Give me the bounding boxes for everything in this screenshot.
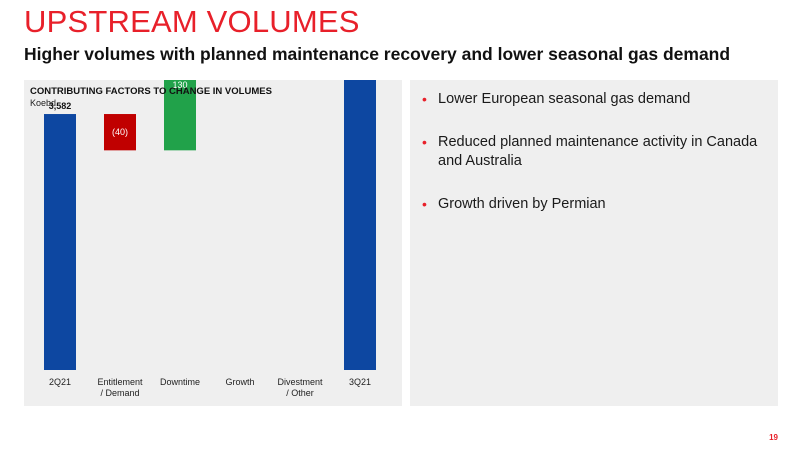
data-label-2: (40) (112, 127, 128, 137)
page-number: 19 (769, 433, 778, 442)
bar-1 (44, 114, 76, 371)
chart-title: CONTRIBUTING FACTORS TO CHANGE IN VOLUME… (30, 86, 272, 97)
bar-2 (104, 114, 136, 151)
data-label-3: 130 (172, 80, 187, 90)
page-subtitle: Higher volumes with planned maintenance … (24, 44, 731, 64)
category-label-2: Entitlement (97, 377, 143, 387)
bullets-panel: • Lower European seasonal gas demand • Red… (410, 80, 778, 406)
bullet-item: • Growth driven by Permian (420, 195, 764, 214)
bullet-item: • Reduced planned maintenance activity in… (420, 133, 764, 171)
bar-3 (164, 80, 196, 151)
waterfall-chart: 3,582 2Q21 (40) Entitlement/ Demand 130 Downt… (44, 80, 376, 398)
bar-6 (344, 80, 376, 370)
category-label-5: / Other (286, 388, 314, 398)
bullet-dot-icon: • (422, 91, 427, 107)
category-label-6: 3Q21 (349, 377, 371, 387)
bullet-text: Lower European seasonal gas demand (438, 91, 691, 107)
data-label-1: 3,582 (49, 101, 72, 111)
page-title: UPSTREAM VOLUMES (24, 4, 360, 39)
bullet-list: • Lower European seasonal gas demand • Red… (410, 80, 778, 214)
category-label-4: Growth (225, 377, 254, 387)
chart-unit: Koebd (30, 98, 57, 108)
category-label-3: Downtime (160, 377, 200, 387)
category-label-1: 2Q21 (49, 377, 71, 387)
chart-panel: 3,582 2Q21 (40) Entitlement / Demand 130 Downt… (24, 80, 402, 406)
category-label-5: Divestment (277, 377, 323, 387)
bullet-text: Growth driven by Permian (438, 196, 606, 212)
bullet-dot-icon: • (422, 134, 427, 150)
bullet-text: Reduced planned maintenance activity in … (438, 134, 758, 169)
bullet-item: • Lower European seasonal gas demand (420, 90, 764, 109)
category-label-2: / Demand (100, 388, 139, 398)
bullet-dot-icon: • (422, 196, 427, 212)
